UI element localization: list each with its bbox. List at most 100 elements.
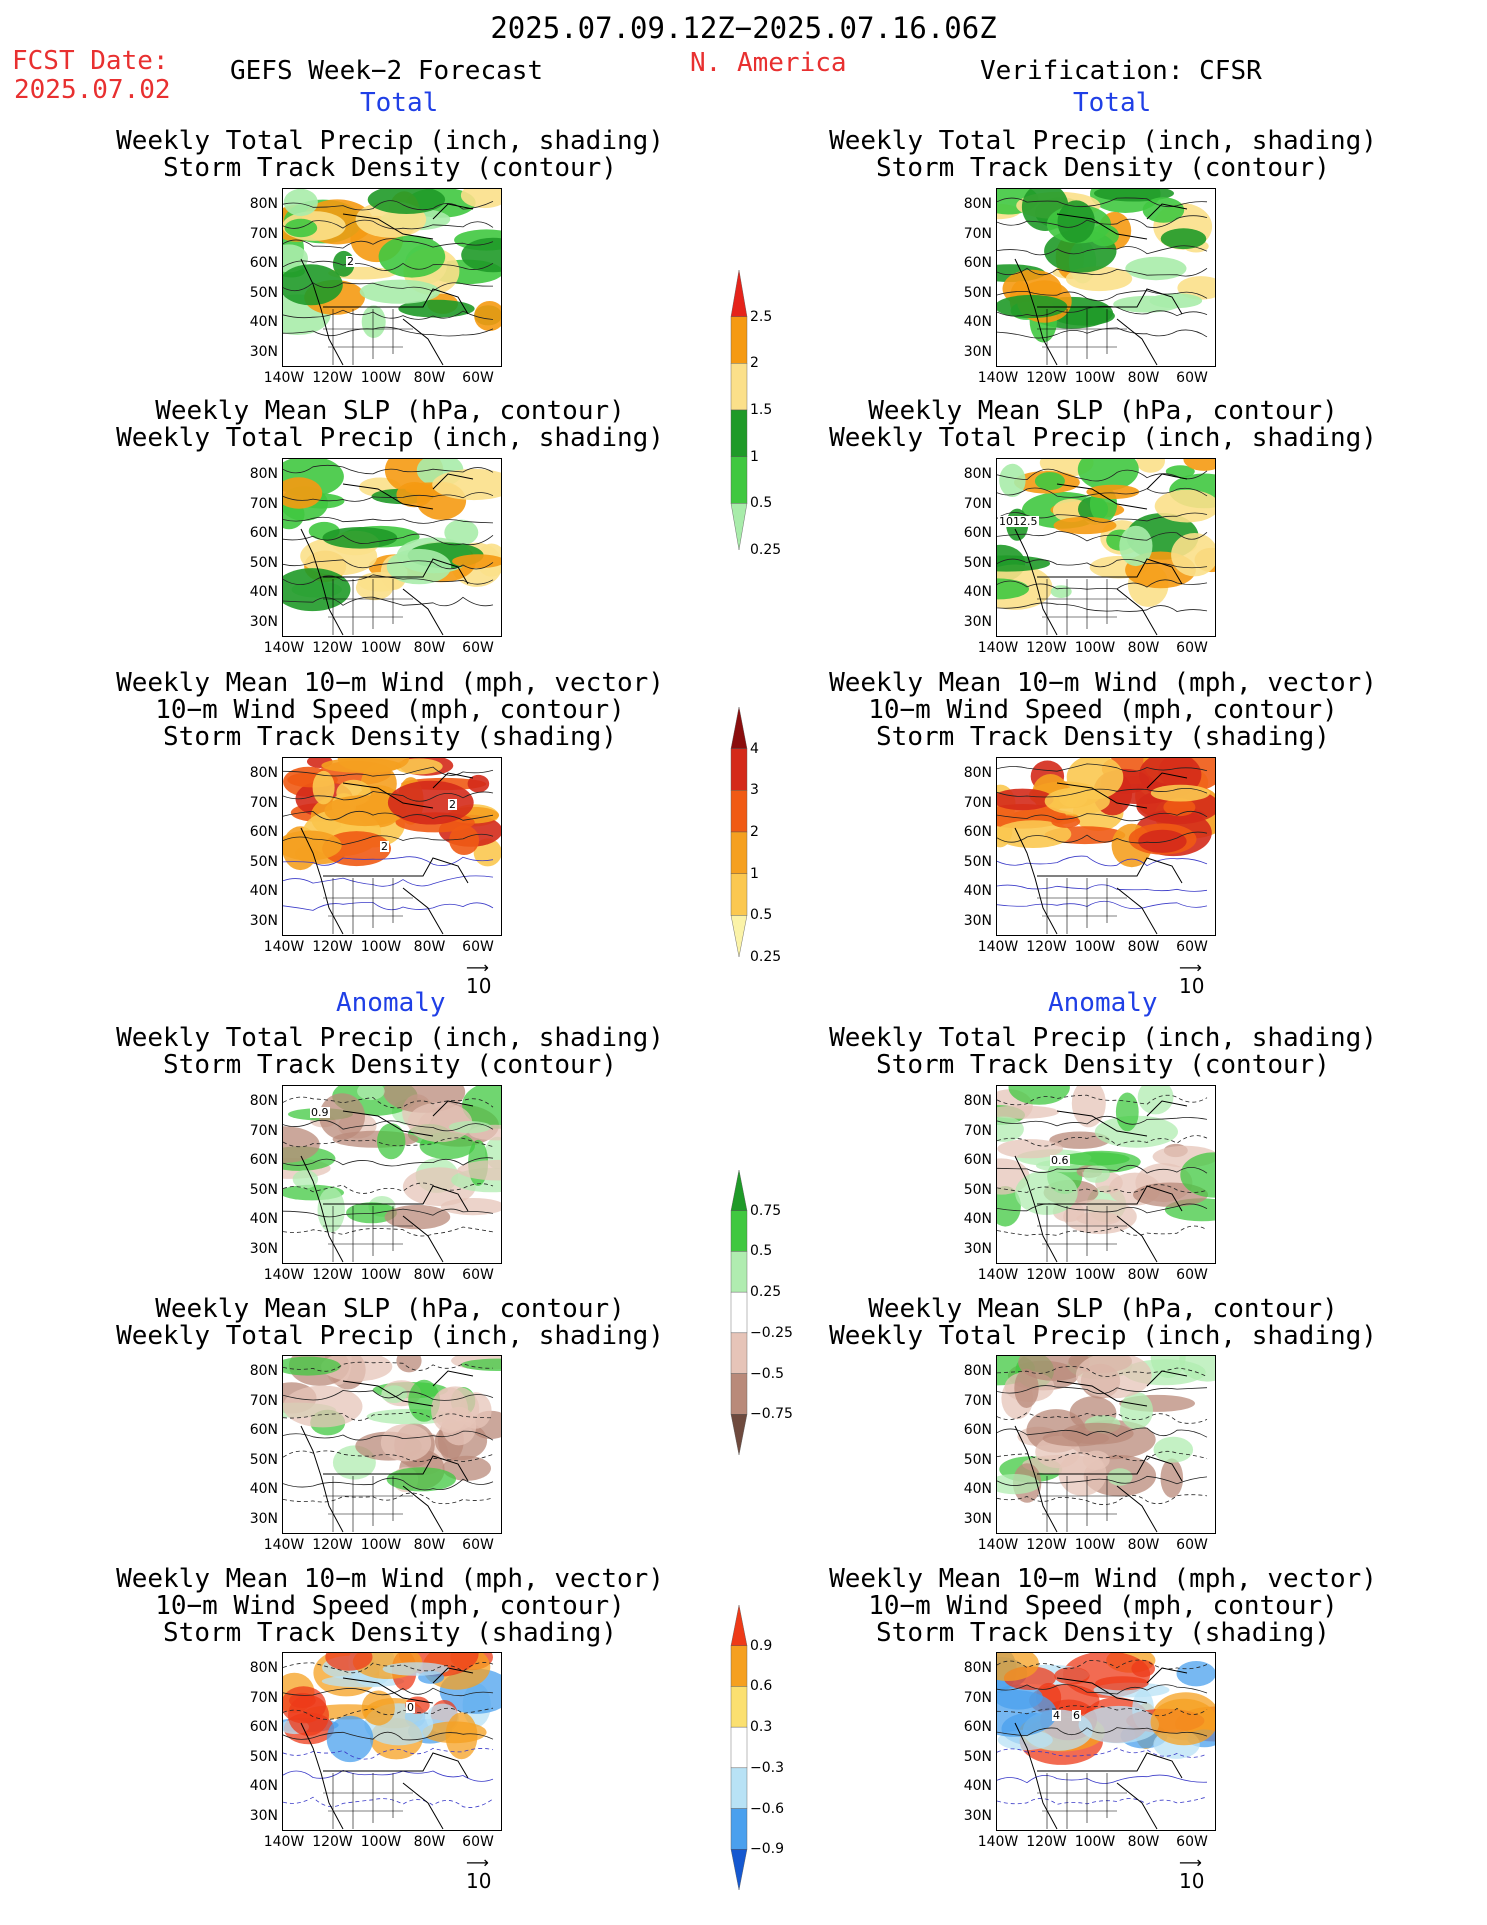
- shading-blob: [321, 758, 402, 773]
- lon-label: 100W: [360, 939, 402, 955]
- colorbar-segment: [730, 915, 748, 958]
- title-anom-wind-fcst-1: Weekly Mean 10−m Wind (mph, vector): [116, 1564, 664, 1594]
- map-total-slp-fcst: [282, 458, 502, 637]
- lon-label: 100W: [1074, 939, 1116, 955]
- shading-blob: [398, 299, 475, 318]
- contour-line: [283, 464, 494, 475]
- colorbar-label: 0.6: [750, 1678, 773, 1695]
- shading-blob: [1078, 1705, 1159, 1744]
- shading-blob: [460, 189, 501, 209]
- contour-line: [283, 1226, 494, 1237]
- lon-label: 100W: [360, 1267, 402, 1283]
- storm-density-colorbar: [730, 707, 748, 958]
- shading-blob: [387, 780, 474, 825]
- contour-line: [283, 1769, 494, 1782]
- lat-label: 30N: [963, 1510, 992, 1527]
- shading-blob: [997, 555, 1051, 572]
- lon-label: 120W: [312, 640, 353, 656]
- contour-line: [997, 1225, 1208, 1236]
- lat-label: 80N: [249, 765, 278, 781]
- contour-line: [283, 516, 494, 524]
- shading-blob: [359, 279, 441, 304]
- colorbar-label: 0.5: [750, 495, 773, 512]
- title-anom-slp-cfsr-1: Weekly Mean SLP (hPa, contour): [868, 1294, 1338, 1324]
- colorbar-segment: [730, 790, 748, 833]
- lon-label: 120W: [312, 1537, 353, 1553]
- lat-label: 80N: [249, 1363, 278, 1379]
- lon-label: 60W: [462, 1267, 494, 1283]
- shading-blob: [1059, 1152, 1130, 1166]
- shading-blob: [444, 519, 479, 546]
- coastline: [1014, 203, 1188, 366]
- colorbar-segment: [730, 1645, 748, 1687]
- lat-label: 40N: [249, 1481, 278, 1497]
- lon-label: 60W: [462, 640, 494, 656]
- shading-blob: [474, 301, 501, 331]
- lat-label: 30N: [249, 1510, 278, 1527]
- shading-blob: [1176, 1661, 1215, 1687]
- shading-blob: [322, 527, 398, 549]
- title-anom-wind-cfsr-3: Storm Track Density (shading): [876, 1618, 1330, 1648]
- colorbar-segment: [730, 456, 748, 504]
- shading-blob: [1094, 189, 1174, 202]
- contour-line: [283, 1796, 494, 1808]
- contour-line: [997, 1747, 1208, 1758]
- state-borders: [323, 1773, 413, 1829]
- title-anom-precip-cfsr-1: Weekly Total Precip (inch, shading): [829, 1023, 1377, 1053]
- lat-label: 40N: [963, 1211, 992, 1227]
- colorbar-segment: [730, 1849, 748, 1891]
- lat-label: 30N: [249, 912, 278, 929]
- lon-label: 100W: [360, 1834, 402, 1850]
- map-anom-precip-cfsr: [996, 1085, 1216, 1264]
- lon-label: 100W: [1074, 1834, 1116, 1850]
- lon-label: 140W: [263, 1834, 305, 1850]
- shading-blob: [288, 1694, 329, 1736]
- lat-label: 80N: [963, 1093, 992, 1109]
- coastline: [300, 473, 474, 636]
- map-total-wind-fcst: [282, 757, 502, 936]
- colorbar-segment: [730, 1170, 748, 1211]
- shading-blob: [997, 1186, 1021, 1227]
- contour-line: [283, 1208, 494, 1218]
- colorbar-label: 2: [750, 355, 759, 372]
- map-anom-slp-fcst: [282, 1355, 502, 1534]
- shading-blob: [1119, 525, 1153, 567]
- shading-blob: [461, 237, 501, 273]
- title-total-slp-fcst-1: Weekly Mean SLP (hPa, contour): [155, 396, 625, 426]
- contour-line: [283, 1430, 494, 1441]
- lon-label: 60W: [462, 939, 494, 955]
- colorbar-label: 0.9: [750, 1637, 773, 1654]
- shading-blob: [1034, 472, 1065, 491]
- lat-label: 50N: [963, 554, 992, 571]
- contour-line: [997, 1427, 1208, 1438]
- contour-line: [997, 1475, 1208, 1486]
- shading-blob: [386, 548, 452, 585]
- shading-blob: [1136, 459, 1165, 473]
- contour-line: [283, 282, 494, 292]
- lon-label: 80W: [413, 1834, 446, 1850]
- lon-label: 80W: [413, 370, 446, 386]
- lon-label: 120W: [312, 1267, 353, 1283]
- shading-blob: [283, 1126, 320, 1163]
- colorbar-segment: [730, 1210, 748, 1252]
- shading-blob: [467, 774, 490, 793]
- shading-blob: [322, 831, 391, 867]
- contour-line: [997, 831, 1208, 844]
- lon-label: 80W: [1127, 640, 1160, 656]
- colorbar-label: 0.25: [750, 542, 782, 558]
- shading-blob: [283, 1385, 363, 1428]
- shading-blob: [321, 1356, 393, 1382]
- shading-blob: [997, 1139, 1063, 1159]
- map-total-slp-cfsr: [996, 458, 1216, 637]
- colorbar-label: 0.25: [750, 949, 782, 965]
- lon-label: 140W: [977, 1267, 1019, 1283]
- lon-label: 140W: [977, 939, 1019, 955]
- contour-line: [997, 810, 1208, 822]
- lat-label: 60N: [963, 1719, 992, 1735]
- shading-blob: [1008, 1086, 1070, 1105]
- coastline: [300, 1667, 474, 1830]
- lon-label: 140W: [977, 1537, 1019, 1553]
- shading-blob: [1137, 1086, 1174, 1115]
- lat-label: 70N: [963, 1689, 992, 1706]
- title-anom-precip-fcst-2: Storm Track Density (contour): [163, 1050, 617, 1080]
